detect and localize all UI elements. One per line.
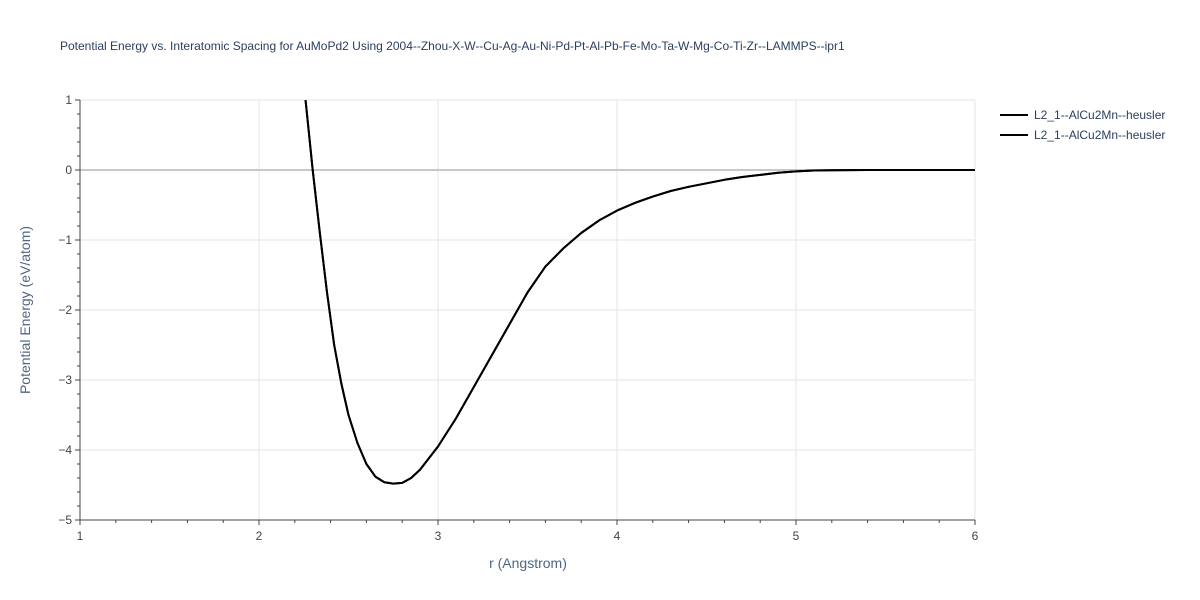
series-line-2 xyxy=(304,100,975,485)
x-tick-label: 2 xyxy=(256,529,263,543)
legend[interactable]: L2_1--AlCu2Mn--heusler L2_1--AlCu2Mn--heu… xyxy=(1000,108,1165,142)
y-tick-label: 0 xyxy=(65,163,72,177)
y-axis-title: Potential Energy (eV/atom) xyxy=(17,226,33,394)
grid-layer xyxy=(80,99,976,520)
x-tick-label: 1 xyxy=(77,529,84,543)
legend-item-1[interactable]: L2_1--AlCu2Mn--heusler xyxy=(1000,108,1165,122)
x-tick-label: 3 xyxy=(435,529,442,543)
y-tick-label: −2 xyxy=(58,303,72,317)
legend-label: L2_1--AlCu2Mn--heusler xyxy=(1034,128,1165,142)
x-axis-title: r (Angstrom) xyxy=(489,555,567,571)
series-layer xyxy=(304,100,975,485)
x-tick-label: 5 xyxy=(793,529,800,543)
y-tick-label: 1 xyxy=(65,93,72,107)
chart-title: Potential Energy vs. Interatomic Spacing… xyxy=(60,39,845,53)
legend-item-2[interactable]: L2_1--AlCu2Mn--heusler xyxy=(1000,128,1165,142)
x-tick-label: 4 xyxy=(614,529,621,543)
y-tick-label: −3 xyxy=(58,373,72,387)
y-tick-label: −1 xyxy=(58,233,72,247)
axes-layer: 1 2 3 4 5 6 1 0 −1 −2 −3 −4 −5 xyxy=(58,93,978,543)
legend-label: L2_1--AlCu2Mn--heusler xyxy=(1034,108,1165,122)
y-tick-label: −4 xyxy=(58,443,72,457)
y-tick-label: −5 xyxy=(58,513,72,527)
x-tick-label: 6 xyxy=(972,529,979,543)
